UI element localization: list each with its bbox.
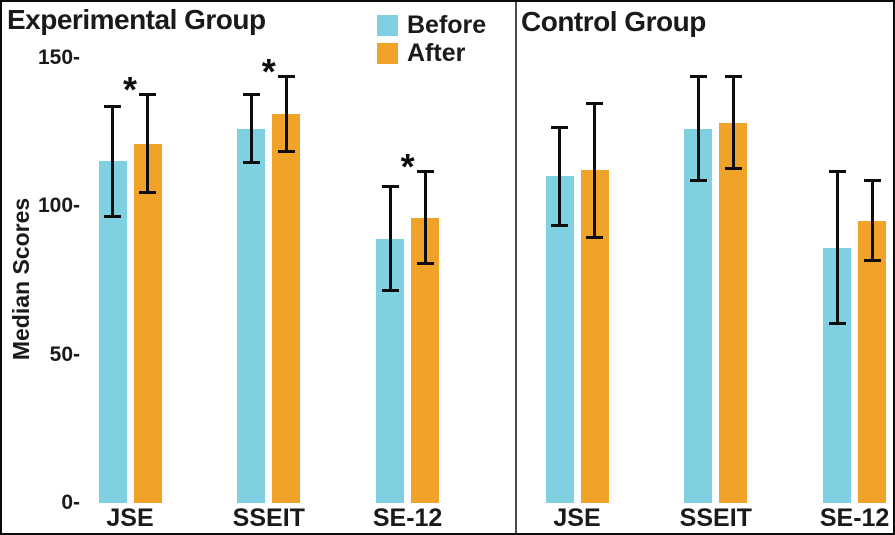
bar-after-jse: [133, 143, 162, 503]
bar-before-sseit: [237, 128, 266, 503]
bar-before-jse: [545, 176, 574, 503]
bar-after-se-12: [411, 217, 440, 503]
error-bar-cap-bottom-before-sseit: [242, 161, 260, 165]
error-bar-cap-bottom-before-se-12: [828, 321, 846, 325]
error-bar-before-jse: [558, 125, 561, 227]
error-bar-cap-bottom-before-jse: [104, 214, 121, 218]
x-tick-label-jse: JSE: [553, 504, 601, 532]
legend-item-before: Before: [377, 11, 487, 39]
legend-item-after: After: [377, 39, 466, 67]
significance-asterisk-jse: *: [122, 69, 137, 111]
error-bar-before-se-12: [388, 185, 392, 293]
error-bar-after-jse: [146, 93, 149, 195]
error-bar-cap-bottom-after-jse: [586, 235, 603, 239]
x-tick-label-sseit: SSEIT: [232, 504, 305, 532]
error-bar-cap-top-before-sseit: [689, 75, 707, 79]
x-tick-label-sseit: SSEIT: [679, 504, 752, 532]
error-bar-after-se-12: [870, 179, 874, 263]
y-tick-label: 100-: [37, 194, 80, 217]
error-bar-cap-top-after-jse: [586, 102, 603, 106]
y-tick-label: 50-: [49, 342, 80, 366]
significance-asterisk-se-12: *: [400, 146, 415, 188]
y-tick-label: 150-: [37, 45, 80, 69]
error-bar-cap-top-before-jse: [104, 105, 121, 109]
error-bar-cap-top-before-se-12: [828, 170, 846, 174]
bar-before-sseit: [684, 128, 713, 503]
x-tick-label-se-12: SE-12: [819, 504, 890, 532]
error-bar-cap-top-after-sseit: [277, 75, 295, 79]
error-bar-cap-top-after-se-12: [863, 179, 881, 183]
error-bar-before-se-12: [835, 170, 839, 325]
bar-after-se-12: [858, 220, 887, 503]
error-bar-after-sseit: [284, 75, 288, 153]
error-bar-cap-bottom-after-se-12: [863, 259, 881, 263]
error-bar-cap-top-after-sseit: [724, 75, 742, 79]
error-bar-cap-bottom-after-sseit: [724, 167, 742, 171]
bar-before-jse: [98, 161, 127, 503]
error-bar-cap-top-before-sseit: [242, 93, 260, 97]
error-bar-cap-bottom-before-se-12: [381, 289, 399, 293]
error-bar-before-sseit: [249, 93, 253, 165]
x-tick-label-se-12: SE-12: [372, 504, 443, 532]
panel-divider-line: [515, 2, 517, 533]
panel-title-control: Control Group: [521, 6, 706, 37]
error-bar-cap-top-before-se-12: [381, 185, 399, 189]
legend-label-before: Before: [407, 11, 487, 39]
legend-swatch-after-icon: [377, 42, 398, 64]
error-bar-cap-bottom-before-sseit: [689, 179, 707, 183]
error-bar-after-jse: [593, 102, 596, 239]
error-bar-cap-bottom-after-jse: [139, 191, 156, 195]
bar-after-sseit: [719, 122, 748, 503]
error-bar-before-jse: [111, 105, 114, 218]
error-bar-after-se-12: [423, 170, 427, 266]
error-bar-cap-bottom-after-sseit: [277, 149, 295, 153]
panel-title-experimental: Experimental Group: [7, 4, 266, 35]
significance-asterisk-sseit: *: [261, 51, 276, 93]
error-bar-cap-bottom-before-jse: [551, 223, 568, 227]
error-bar-before-sseit: [696, 75, 700, 183]
x-tick-label-jse: JSE: [106, 504, 154, 532]
error-bar-cap-bottom-after-se-12: [416, 262, 434, 266]
legend-swatch-before-icon: [377, 14, 398, 36]
bar-after-sseit: [272, 113, 301, 503]
error-bar-cap-top-after-jse: [139, 93, 156, 97]
legend-label-after: After: [407, 39, 466, 67]
y-axis-label: Median Scores: [8, 197, 34, 361]
error-bar-cap-top-after-se-12: [416, 170, 434, 174]
error-bar-cap-top-before-jse: [551, 125, 568, 129]
error-bar-after-sseit: [731, 75, 735, 171]
y-tick-label: 0-: [61, 491, 80, 514]
